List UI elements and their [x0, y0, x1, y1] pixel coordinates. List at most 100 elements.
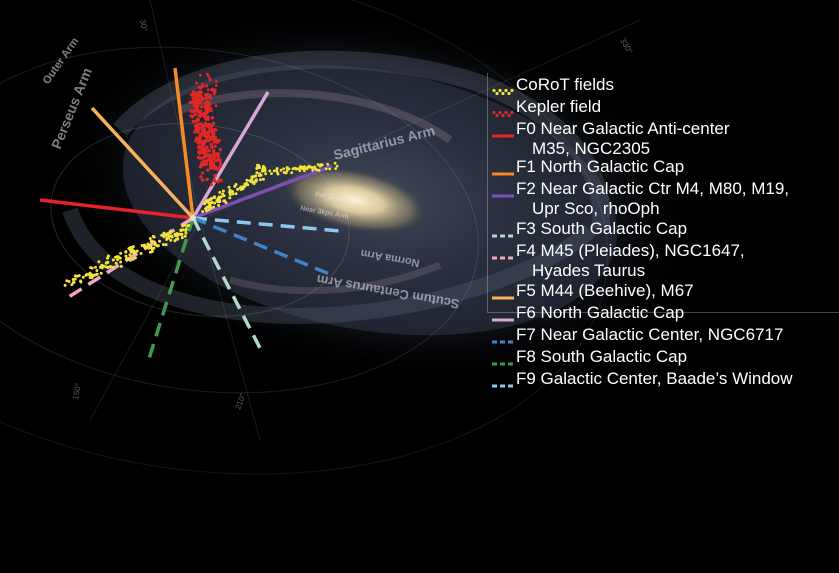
legend-label: F2 Near Galactic Ctr M4, M80, M19, [516, 179, 790, 198]
field-dot [111, 258, 115, 262]
field-dot [119, 264, 123, 268]
legend-swatch [492, 83, 514, 96]
field-dot [212, 152, 216, 156]
field-dot [198, 99, 202, 103]
field-dot [106, 266, 110, 269]
field-dot [196, 94, 200, 99]
field-dot [206, 88, 210, 92]
field-dot [207, 201, 211, 205]
field-dot [153, 243, 157, 247]
field-dot [119, 251, 123, 255]
field-dot [114, 261, 118, 265]
field-dot [183, 234, 187, 238]
field-dot [263, 166, 267, 170]
field-dot [106, 254, 110, 258]
field-dot [170, 235, 174, 239]
field-dot [228, 188, 232, 192]
field-dot [192, 109, 197, 113]
legend-label: F5 M44 (Beehive), M67 [516, 281, 694, 300]
field-dot [118, 256, 122, 260]
field-dot [184, 231, 188, 235]
field-dot [249, 180, 253, 184]
field-dot [158, 239, 161, 243]
legend-item: F0 Near Galactic Anti-center M35, NGC2305 [488, 119, 838, 159]
field-dot [286, 166, 289, 169]
field-dot [210, 165, 214, 170]
field-dot [212, 178, 216, 182]
field-dot [257, 165, 261, 170]
field-dot [150, 239, 154, 243]
field-dot [91, 273, 94, 277]
field-dot [204, 200, 208, 204]
field-dot [191, 119, 195, 124]
field-dot [67, 280, 71, 283]
legend-item: F2 Near Galactic Ctr M4, M80, M19, Upr Sc… [488, 179, 838, 219]
field-dot [176, 237, 180, 241]
f6-line [191, 91, 270, 219]
field-dot [200, 171, 205, 175]
field-dot [131, 257, 135, 261]
field-dot [148, 237, 152, 240]
legend: CoRoT fields Kepler field F0 Near Galactic… [487, 73, 839, 388]
field-dot [152, 246, 156, 250]
field-dot [191, 100, 195, 104]
field-dot [195, 136, 199, 140]
field-dot [199, 122, 203, 126]
legend-item: F6 North Galactic Cap [488, 303, 838, 343]
field-dot [268, 169, 272, 173]
field-dot [254, 179, 258, 183]
tick-150: 150° [71, 382, 83, 400]
field-dot [205, 110, 209, 115]
field-dot [199, 87, 203, 90]
field-dot [195, 101, 199, 105]
field-dot [208, 204, 212, 208]
legend-item: F9 Galactic Center, Baade’s Window [488, 369, 838, 409]
field-dot [216, 155, 220, 159]
legend-label-continued: Hyades Taurus [532, 261, 646, 280]
tick-330: 330° [618, 37, 634, 56]
field-dot [303, 165, 306, 169]
field-dot [215, 167, 219, 171]
legend-item: F1 North Galactic Cap [488, 157, 838, 197]
field-dot [218, 164, 222, 169]
field-dot [316, 163, 320, 166]
field-dot [245, 178, 249, 182]
field-dot [195, 109, 199, 113]
field-dot [95, 272, 99, 276]
field-dot [335, 164, 339, 168]
field-dot [109, 265, 112, 268]
field-dot [216, 200, 220, 204]
legend-label: F9 Galactic Center, Baade’s Window [516, 369, 793, 388]
field-dot [127, 257, 131, 261]
field-dots [63, 72, 339, 287]
field-dot [202, 160, 206, 164]
field-dot [192, 103, 196, 107]
field-dot [199, 175, 203, 179]
field-dot [202, 155, 206, 159]
field-dot [200, 105, 204, 109]
legend-swatch [492, 355, 514, 366]
field-dot [227, 185, 231, 189]
field-dot [198, 146, 202, 150]
field-dot [233, 184, 237, 188]
field-dot [250, 175, 254, 179]
field-dot [294, 167, 298, 171]
field-dot [206, 138, 210, 143]
legend-swatch [492, 333, 514, 344]
field-dot [79, 279, 83, 283]
field-dot [207, 208, 211, 212]
field-dot [258, 172, 262, 176]
field-dot [213, 144, 217, 148]
legend-label: CoRoT fields [516, 75, 614, 94]
field-dot [206, 107, 211, 112]
field-dot [210, 131, 215, 136]
field-dot [213, 90, 217, 94]
field-dot [84, 273, 88, 277]
field-dot [239, 185, 243, 189]
legend-label: F8 South Galactic Cap [516, 347, 688, 366]
field-dot [333, 161, 337, 165]
field-dot [190, 114, 195, 119]
field-dot [201, 147, 206, 152]
field-dot [179, 233, 183, 237]
